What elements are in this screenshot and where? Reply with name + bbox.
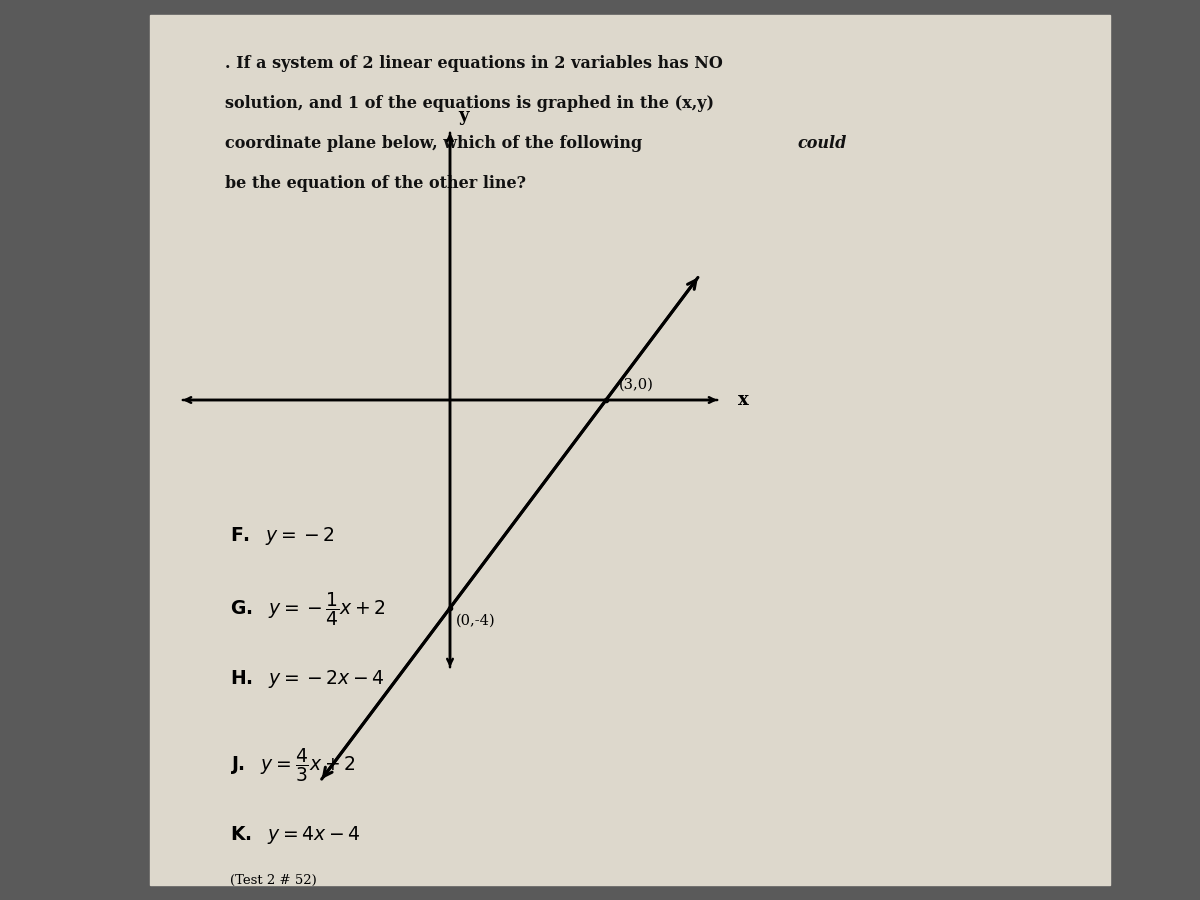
Text: coordinate plane below, which of the following: coordinate plane below, which of the fol… — [226, 135, 648, 152]
Text: (0,-4): (0,-4) — [456, 614, 496, 628]
Text: solution, and 1 of the equations is graphed in the (x,y): solution, and 1 of the equations is grap… — [226, 95, 714, 112]
Text: $\mathbf{J.}$$\ \ y = \dfrac{4}{3}x + 2$: $\mathbf{J.}$$\ \ y = \dfrac{4}{3}x + 2$ — [230, 746, 355, 784]
Text: $\mathbf{K.}$$\ \ y = 4x - 4$: $\mathbf{K.}$$\ \ y = 4x - 4$ — [230, 824, 360, 846]
Bar — [150, 15, 1110, 885]
Text: $\mathbf{F.}$$\ \ y = -2$: $\mathbf{F.}$$\ \ y = -2$ — [230, 525, 335, 547]
Text: . If a system of 2 linear equations in 2 variables has NO: . If a system of 2 linear equations in 2… — [226, 55, 722, 72]
Text: (Test 2 # 52): (Test 2 # 52) — [230, 874, 317, 887]
Text: $\mathbf{H.}$$\ \ y = -2x - 4$: $\mathbf{H.}$$\ \ y = -2x - 4$ — [230, 668, 385, 690]
Text: could: could — [797, 135, 846, 152]
Text: x: x — [738, 391, 749, 409]
Text: (3,0): (3,0) — [619, 378, 654, 392]
Text: be the equation of the other line?: be the equation of the other line? — [226, 175, 526, 192]
Text: $\mathbf{G.}$$\ \ y = -\dfrac{1}{4}x + 2$: $\mathbf{G.}$$\ \ y = -\dfrac{1}{4}x + 2… — [230, 590, 386, 628]
Text: y: y — [458, 107, 468, 125]
